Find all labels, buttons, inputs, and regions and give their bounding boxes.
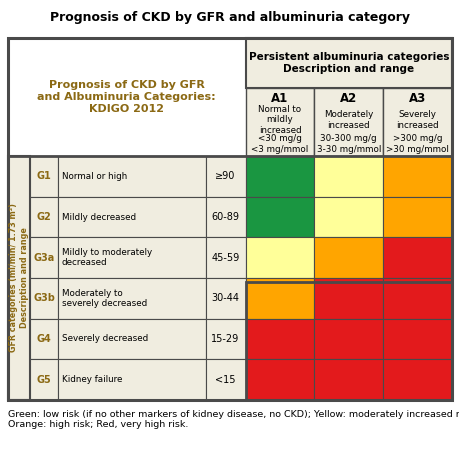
Text: <15: <15 xyxy=(215,375,235,385)
Bar xyxy=(8,38,245,156)
Bar xyxy=(313,88,382,156)
Bar xyxy=(245,197,313,237)
Text: Persistent albuminuria categories
Description and range: Persistent albuminuria categories Descri… xyxy=(248,52,448,74)
Bar xyxy=(245,278,313,319)
Bar xyxy=(58,360,205,400)
Text: Normal or high: Normal or high xyxy=(62,172,127,181)
Bar xyxy=(30,360,58,400)
Text: Severely
increased: Severely increased xyxy=(395,110,438,130)
Text: 15-29: 15-29 xyxy=(211,334,239,344)
Text: Green: low risk (if no other markers of kidney disease, no CKD); Yellow: moderat: Green: low risk (if no other markers of … xyxy=(8,410,459,429)
Text: 30-44: 30-44 xyxy=(211,293,239,303)
Bar xyxy=(30,237,58,278)
Bar xyxy=(205,319,245,360)
Bar xyxy=(245,156,313,197)
Bar xyxy=(205,237,245,278)
Bar xyxy=(205,360,245,400)
Bar xyxy=(245,319,313,360)
Bar xyxy=(245,282,451,400)
Text: ≥90: ≥90 xyxy=(215,171,235,181)
Text: <30 mg/g
<3 mg/mmol: <30 mg/g <3 mg/mmol xyxy=(251,134,308,154)
Text: Mildly decreased: Mildly decreased xyxy=(62,212,136,221)
Bar xyxy=(205,197,245,237)
Text: Kidney failure: Kidney failure xyxy=(62,375,122,384)
Bar xyxy=(313,319,382,360)
Text: A2: A2 xyxy=(339,91,357,104)
Text: G1: G1 xyxy=(37,171,51,181)
Text: A3: A3 xyxy=(408,91,425,104)
Text: G5: G5 xyxy=(37,375,51,385)
Text: Moderately to
severely decreased: Moderately to severely decreased xyxy=(62,288,147,308)
Text: 60-89: 60-89 xyxy=(211,212,239,222)
Bar xyxy=(30,319,58,360)
Bar xyxy=(382,156,451,197)
Bar xyxy=(245,88,313,156)
Bar xyxy=(205,278,245,319)
Text: >300 mg/g
>30 mg/mmol: >300 mg/g >30 mg/mmol xyxy=(385,134,448,154)
Bar xyxy=(8,38,451,400)
Bar xyxy=(245,237,313,278)
Bar xyxy=(313,278,382,319)
Text: G3b: G3b xyxy=(33,293,55,303)
Text: 45-59: 45-59 xyxy=(211,252,239,263)
Bar xyxy=(382,237,451,278)
Bar xyxy=(30,197,58,237)
Bar xyxy=(8,156,30,400)
Bar xyxy=(58,197,205,237)
Bar xyxy=(8,156,451,400)
Text: Prognosis of CKD by GFR and albuminuria category: Prognosis of CKD by GFR and albuminuria … xyxy=(50,12,409,24)
Bar xyxy=(30,156,58,197)
Text: G2: G2 xyxy=(37,212,51,222)
Bar xyxy=(313,197,382,237)
Text: G3a: G3a xyxy=(34,252,55,263)
Text: Moderately
increased: Moderately increased xyxy=(324,110,373,130)
Text: Severely decreased: Severely decreased xyxy=(62,334,148,343)
Text: Prognosis of CKD by GFR
and Albuminuria Categories:
KDIGO 2012: Prognosis of CKD by GFR and Albuminuria … xyxy=(37,81,216,113)
Bar xyxy=(382,360,451,400)
Text: Normal to
mildly
increased: Normal to mildly increased xyxy=(258,105,301,135)
Bar xyxy=(245,38,451,88)
Bar xyxy=(382,197,451,237)
Bar xyxy=(205,156,245,197)
Bar xyxy=(313,360,382,400)
Bar xyxy=(30,278,58,319)
Bar xyxy=(58,237,205,278)
Text: Mildly to moderately
decreased: Mildly to moderately decreased xyxy=(62,248,152,267)
Text: A1: A1 xyxy=(271,91,288,104)
Bar xyxy=(58,156,205,197)
Bar xyxy=(382,278,451,319)
Bar xyxy=(382,88,451,156)
Bar xyxy=(245,360,313,400)
Bar xyxy=(58,319,205,360)
Text: G4: G4 xyxy=(37,334,51,344)
Bar xyxy=(313,156,382,197)
Bar xyxy=(313,237,382,278)
Bar xyxy=(58,278,205,319)
Text: 30-300 mg/g
3-30 mg/mmol: 30-300 mg/g 3-30 mg/mmol xyxy=(316,134,380,154)
Text: GFR categories (ml/min/ 1.73 m²)
Description and range: GFR categories (ml/min/ 1.73 m²) Descrip… xyxy=(9,203,28,352)
Bar xyxy=(382,319,451,360)
